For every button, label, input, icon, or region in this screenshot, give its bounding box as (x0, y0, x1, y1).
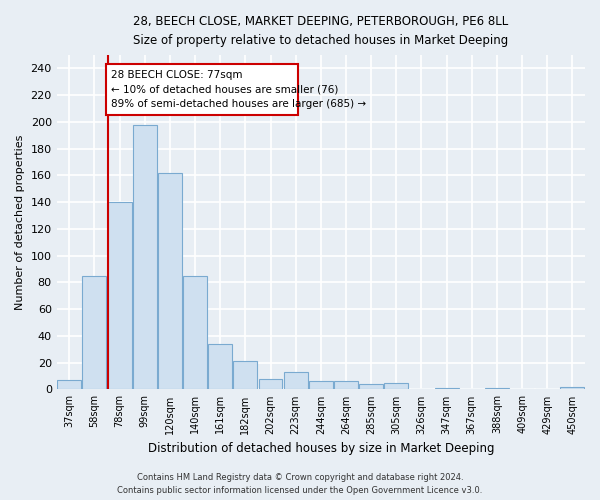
Bar (133, 124, 157, 390)
Bar (485, 388, 509, 390)
Bar (434, 388, 458, 390)
Bar (57, 380, 81, 390)
Bar (233, 362, 257, 390)
Bar (158, 173, 182, 390)
Bar (385, 382, 408, 390)
Bar (334, 382, 358, 390)
Title: 28, BEECH CLOSE, MARKET DEEPING, PETERBOROUGH, PE6 8LL
Size of property relative: 28, BEECH CLOSE, MARKET DEEPING, PETERBO… (133, 15, 508, 47)
Text: Contains HM Land Registry data © Crown copyright and database right 2024.
Contai: Contains HM Land Registry data © Crown c… (118, 473, 482, 495)
Bar (259, 378, 283, 390)
Text: ← 10% of detached houses are smaller (76): ← 10% of detached houses are smaller (76… (112, 84, 339, 94)
Bar (359, 384, 383, 390)
Text: 89% of semi-detached houses are larger (685) →: 89% of semi-detached houses are larger (… (112, 99, 367, 109)
Bar (284, 372, 308, 390)
Bar (107, 202, 131, 390)
Text: 28 BEECH CLOSE: 77sqm: 28 BEECH CLOSE: 77sqm (112, 70, 243, 80)
Y-axis label: Number of detached properties: Number of detached properties (15, 134, 25, 310)
Bar (560, 387, 584, 390)
FancyBboxPatch shape (106, 64, 298, 116)
X-axis label: Distribution of detached houses by size in Market Deeping: Distribution of detached houses by size … (148, 442, 494, 455)
Bar (82, 276, 106, 390)
Bar (208, 344, 232, 390)
Bar (183, 276, 207, 390)
Bar (309, 382, 333, 390)
